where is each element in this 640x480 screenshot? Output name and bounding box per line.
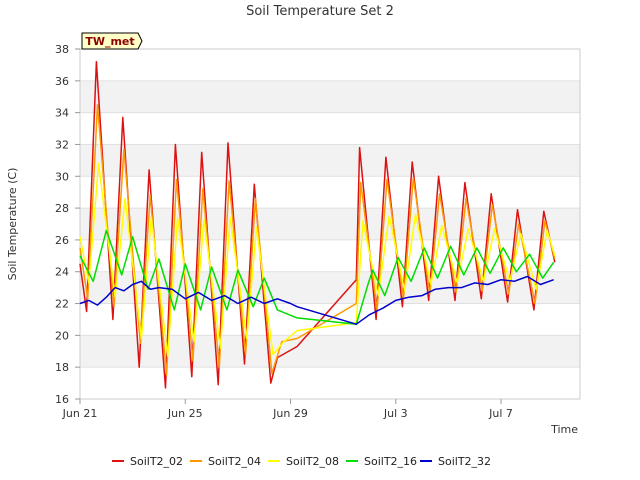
plot-frame [79,48,581,400]
x-tick-label: Jun 21 [62,407,98,420]
legend-label: SoilT2_08 [286,455,339,468]
grid-bands [80,80,580,368]
y-axis-label: Soil Temperature (C) [6,168,19,281]
series-lines [79,60,556,389]
grid-band [80,144,580,177]
y-tick-label: 32 [55,138,69,151]
grid-band [80,335,580,368]
y-tick-label: 36 [55,75,69,88]
x-tick-label: Jul 3 [383,407,408,420]
legend-item: SoilT2_04 [190,455,261,468]
series-line-soilt2-32 [79,275,554,325]
y-axis-ticks: 16 18 20 22 24 26 28 30 32 34 36 38 [55,43,80,406]
tw-met-badge: TW_met [81,32,143,50]
legend: SoilT2_02 SoilT2_04 SoilT2_08 SoilT2_16 Soil… [112,455,491,468]
y-tick-label: 28 [55,202,69,215]
y-tick-label: 34 [55,107,69,120]
legend-item: SoilT2_08 [268,455,339,468]
badge-label: TW_met [85,35,134,48]
y-tick-label: 38 [55,43,69,56]
legend-label: SoilT2_02 [130,455,183,468]
legend-item: SoilT2_02 [112,455,183,468]
x-tick-label: Jun 29 [272,407,308,420]
y-tick-label: 22 [55,298,69,311]
y-tick-label: 20 [55,329,69,342]
series-line-soilt2-08 [79,162,556,357]
legend-item: SoilT2_16 [346,455,417,468]
series-line-soilt2-04 [79,103,556,376]
y-tick-label: 16 [55,393,69,406]
y-tick-label: 24 [55,266,69,279]
y-tick-label: 30 [55,170,69,183]
y-tick-label: 26 [55,234,69,247]
legend-item: SoilT2_32 [420,455,491,468]
y-tick-label: 18 [55,361,69,374]
grid-band [80,208,580,240]
legend-label: SoilT2_04 [208,455,261,468]
grid-band [80,80,580,113]
chart-title: Soil Temperature Set 2 [246,4,394,19]
legend-label: SoilT2_16 [364,455,417,468]
x-axis-label: Time [550,423,578,436]
x-tick-label: Jul 7 [488,407,513,420]
x-axis-ticks: Jun 21 Jun 25 Jun 29 Jul 3 Jul 7 [62,399,513,420]
series-line-soilt2-16 [79,229,555,325]
legend-label: SoilT2_32 [438,455,491,468]
x-tick-label: Jun 25 [167,407,203,420]
